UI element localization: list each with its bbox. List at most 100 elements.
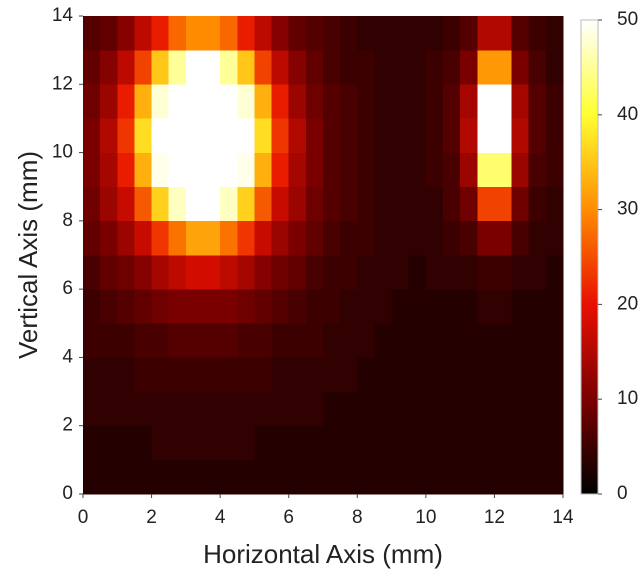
heatmap-cell bbox=[83, 84, 101, 119]
heatmap-cell bbox=[254, 118, 272, 153]
heatmap-cell bbox=[185, 323, 204, 358]
heatmap-cell bbox=[151, 152, 170, 188]
heatmap-cell bbox=[134, 425, 152, 461]
heatmap-cell bbox=[168, 255, 187, 290]
heatmap-cell bbox=[323, 152, 341, 188]
heatmap-cell bbox=[443, 425, 461, 461]
heatmap-cell bbox=[134, 323, 152, 358]
heatmap-cell bbox=[254, 16, 272, 51]
heatmap-cell bbox=[151, 84, 170, 119]
heatmap-cell bbox=[374, 186, 392, 222]
heatmap-cell bbox=[357, 425, 375, 461]
heatmap-cell bbox=[340, 391, 358, 427]
heatmap-cell bbox=[494, 425, 512, 461]
heatmap-cell bbox=[357, 16, 375, 51]
x-tick-label: 14 bbox=[552, 507, 574, 528]
heatmap-cell bbox=[494, 220, 512, 256]
heatmap-cell bbox=[357, 459, 375, 495]
heatmap-cell bbox=[460, 50, 478, 85]
heatmap-cell bbox=[391, 323, 410, 358]
heatmap-cell bbox=[151, 255, 170, 290]
heatmap-cell bbox=[117, 186, 135, 222]
heatmap-cell bbox=[254, 425, 272, 461]
y-tick-label: 6 bbox=[62, 278, 73, 299]
heatmap-cell bbox=[494, 323, 512, 358]
heatmap-cell bbox=[425, 255, 444, 290]
heatmap-cell bbox=[460, 84, 478, 119]
heatmap-cell bbox=[185, 289, 204, 324]
heatmap-cell bbox=[528, 220, 547, 256]
x-tick-label: 2 bbox=[146, 507, 157, 528]
heatmap-cell bbox=[391, 84, 410, 119]
heatmap-cell bbox=[323, 118, 341, 153]
heatmap-cell bbox=[100, 323, 118, 358]
heatmap-cell bbox=[443, 186, 461, 222]
heatmap-cell bbox=[477, 118, 495, 153]
heatmap-cell bbox=[100, 50, 118, 85]
heatmap-cell bbox=[117, 425, 135, 461]
heatmap-cell bbox=[477, 255, 495, 290]
heatmap-cell bbox=[168, 425, 187, 461]
colorbar-tick-label: 30 bbox=[617, 199, 638, 220]
heatmap-cell bbox=[511, 323, 530, 358]
heatmap-cell bbox=[271, 323, 290, 358]
heatmap-cell bbox=[545, 289, 564, 324]
heatmap-cell bbox=[220, 220, 238, 256]
colorbar-tick-label: 20 bbox=[617, 293, 638, 314]
heatmap-cell bbox=[100, 118, 118, 153]
x-tick-label: 0 bbox=[78, 507, 89, 528]
heatmap-cell bbox=[288, 391, 307, 427]
heatmap-cell bbox=[477, 84, 495, 119]
heatmap-cell bbox=[391, 459, 410, 495]
heatmap-cell bbox=[185, 357, 204, 392]
heatmap-cell bbox=[357, 118, 375, 153]
heatmap-cell bbox=[323, 459, 341, 495]
heatmap-cell bbox=[83, 186, 101, 222]
heatmap-cell bbox=[237, 84, 255, 119]
heatmap-cell bbox=[511, 220, 530, 256]
heatmap-cell bbox=[340, 323, 358, 358]
heatmap-cell bbox=[151, 118, 170, 153]
heatmap-cell bbox=[340, 357, 358, 392]
heatmap-cell bbox=[425, 220, 444, 256]
heatmap-cell bbox=[237, 220, 255, 256]
heatmap-cell bbox=[100, 391, 118, 427]
heatmap-cell bbox=[425, 186, 444, 222]
heatmap-cell bbox=[237, 152, 255, 188]
heatmap-cell bbox=[545, 118, 564, 153]
heatmap-cell bbox=[323, 186, 341, 222]
heatmap-cell bbox=[494, 391, 512, 427]
heatmap-cell bbox=[220, 391, 238, 427]
heatmap-cell bbox=[494, 118, 512, 153]
heatmap-cell bbox=[545, 425, 564, 461]
heatmap-cell bbox=[477, 357, 495, 392]
heatmap-cell bbox=[271, 118, 290, 153]
heatmap-cell bbox=[391, 255, 410, 290]
heatmap-cell bbox=[168, 186, 187, 222]
heatmap-cell bbox=[477, 459, 495, 495]
heatmap-cell bbox=[374, 152, 392, 188]
heatmap-cell bbox=[203, 118, 221, 153]
heatmap-cell bbox=[185, 152, 204, 188]
heatmap-cell bbox=[408, 255, 427, 290]
heatmap-cell bbox=[425, 118, 444, 153]
heatmap-cell bbox=[443, 220, 461, 256]
heatmap-cell bbox=[391, 357, 410, 392]
heatmap-cell bbox=[374, 289, 392, 324]
heatmap-cell bbox=[477, 220, 495, 256]
heatmap-cell bbox=[340, 152, 358, 188]
heatmap-cell bbox=[100, 220, 118, 256]
heatmap-cell bbox=[305, 50, 324, 85]
heatmap-cell bbox=[117, 152, 135, 188]
heatmap-cell bbox=[134, 118, 152, 153]
heatmap-cell bbox=[477, 16, 495, 51]
heatmap-cell bbox=[100, 16, 118, 51]
heatmap-cell bbox=[288, 186, 307, 222]
heatmap-cell bbox=[528, 152, 547, 188]
heatmap-cell bbox=[374, 425, 392, 461]
heatmap-cell bbox=[511, 425, 530, 461]
heatmap-cell bbox=[151, 16, 170, 51]
heatmap-cell bbox=[100, 289, 118, 324]
heatmap-cell bbox=[254, 186, 272, 222]
y-tick-label: 14 bbox=[52, 5, 74, 26]
